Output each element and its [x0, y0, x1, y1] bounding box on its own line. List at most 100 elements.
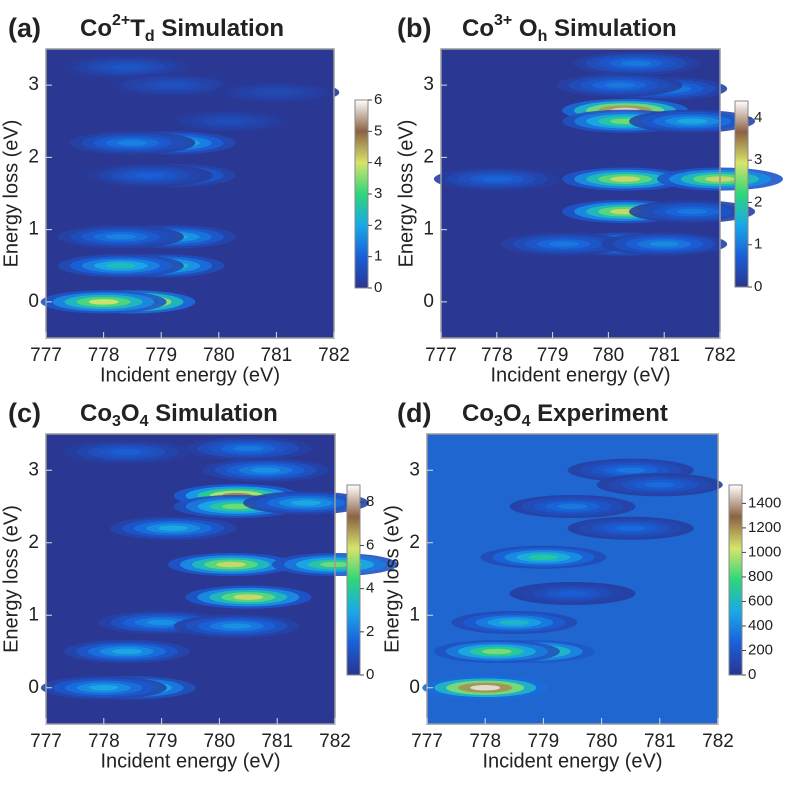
x-tick-label: 778	[481, 345, 513, 366]
heat-spot	[557, 503, 588, 510]
x-axis-label: Incident energy (eV)	[100, 364, 280, 386]
plot-frame	[45, 433, 336, 725]
title-part: Co	[80, 400, 112, 427]
heat-spot	[111, 449, 142, 455]
y-axis-label: Energy loss (eV)	[381, 505, 403, 653]
heat-spot	[233, 594, 264, 600]
colorbar-tick-label: 8	[366, 493, 374, 510]
x-tick-label: 781	[644, 731, 676, 752]
colorbar	[354, 99, 369, 289]
x-tick-label: 777	[425, 345, 457, 366]
x-tick-label: 781	[261, 345, 293, 366]
colorbar-tick-label: 0	[366, 666, 374, 683]
title-part: 3	[494, 413, 503, 430]
x-tick-label: 782	[319, 731, 351, 752]
heat-spot	[250, 467, 281, 473]
panel-label: (a)	[8, 13, 41, 43]
heat-spot	[111, 64, 142, 70]
y-tick-label: 2	[28, 532, 39, 553]
title-part: Simulation	[547, 15, 676, 42]
y-tick-label: 0	[409, 677, 420, 698]
heat-spot	[157, 82, 188, 88]
y-axis-label: Energy loss (eV)	[0, 505, 22, 653]
colorbar-tick-label: 6	[374, 91, 382, 108]
heat-spot	[111, 648, 142, 655]
x-tick-label: 778	[469, 731, 501, 752]
heat-spot	[158, 525, 189, 531]
x-tick-label: 779	[145, 345, 177, 366]
y-tick-label: 0	[28, 677, 39, 698]
title-part: Simulation	[148, 400, 277, 427]
colorbar	[728, 484, 743, 676]
heat-spot	[233, 445, 264, 452]
heat-spot	[215, 561, 246, 568]
colorbar	[734, 100, 749, 288]
x-axis-label: Incident energy (eV)	[490, 364, 670, 386]
x-tick-label: 777	[30, 731, 62, 752]
y-tick-label: 1	[409, 604, 420, 625]
colorbar-tick-label: 0	[754, 278, 762, 295]
heat-spot	[215, 118, 246, 124]
title-part: Experiment	[530, 400, 667, 427]
heat-spot	[146, 619, 177, 626]
x-tick-label: 778	[88, 731, 120, 752]
colorbar-tick-label: 2	[366, 623, 374, 640]
plot-background	[46, 434, 335, 724]
heat-spot	[291, 500, 322, 506]
heat-spot	[88, 299, 119, 305]
colorbar-tick-label: 1000	[748, 543, 781, 560]
chart-title: Co3O4 Experiment	[462, 400, 668, 430]
plot-frame	[426, 433, 719, 725]
heat-spot	[557, 590, 588, 597]
x-tick-label: 779	[146, 731, 178, 752]
colorbar-tick-label: 800	[748, 568, 773, 585]
panel-label: (d)	[397, 398, 431, 428]
colorbar-tick-label: 0	[374, 279, 382, 296]
y-tick-label: 3	[28, 74, 39, 95]
heat-spot	[134, 172, 165, 179]
y-tick-label: 2	[28, 146, 39, 167]
y-tick-label: 3	[409, 459, 420, 480]
y-tick-label: 3	[28, 459, 39, 480]
title-part: 4	[140, 413, 149, 430]
colorbar-tick-label: 4	[754, 109, 762, 126]
colorbar-tick-label: 5	[374, 122, 382, 139]
title-part: 2+	[112, 12, 130, 29]
y-tick-label: 1	[28, 219, 39, 240]
x-tick-label: 782	[704, 345, 736, 366]
colorbar	[346, 484, 361, 676]
x-tick-label: 779	[537, 345, 569, 366]
title-part: Simulation	[155, 15, 284, 42]
x-tick-label: 780	[593, 345, 625, 366]
y-tick-label: 3	[423, 74, 434, 95]
plot-frame	[440, 48, 721, 339]
heat-spot	[649, 241, 680, 247]
x-axis-label: Incident energy (eV)	[100, 750, 280, 772]
title-part: O	[121, 400, 140, 427]
x-tick-label: 780	[203, 345, 235, 366]
chart-title: Co2+Td Simulation	[80, 12, 284, 45]
x-tick-label: 781	[648, 345, 680, 366]
heat-spot	[88, 685, 119, 691]
heat-spot	[105, 263, 136, 269]
title-part: 3	[112, 413, 121, 430]
y-tick-label: 2	[409, 532, 420, 553]
title-part: 4	[522, 413, 531, 430]
title-part: Co	[462, 400, 494, 427]
heat-spot	[261, 89, 292, 96]
x-tick-label: 781	[261, 731, 293, 752]
heat-spot	[117, 140, 148, 146]
heat-spot	[221, 503, 252, 510]
heat-spot	[644, 482, 675, 488]
colorbar-tick-label: 4	[374, 154, 382, 171]
heat-spot	[615, 467, 646, 473]
x-tick-label: 777	[30, 345, 62, 366]
chart-title: Co3O4 Simulation	[80, 400, 278, 430]
title-part: Co	[462, 15, 494, 42]
heat-spot	[499, 619, 530, 626]
title-part: h	[538, 28, 548, 45]
plot-frame	[45, 48, 335, 339]
colorbar-tick-label: 3	[374, 185, 382, 202]
title-part: 3+	[494, 12, 512, 29]
colorbar-tick-label: 200	[748, 641, 773, 658]
